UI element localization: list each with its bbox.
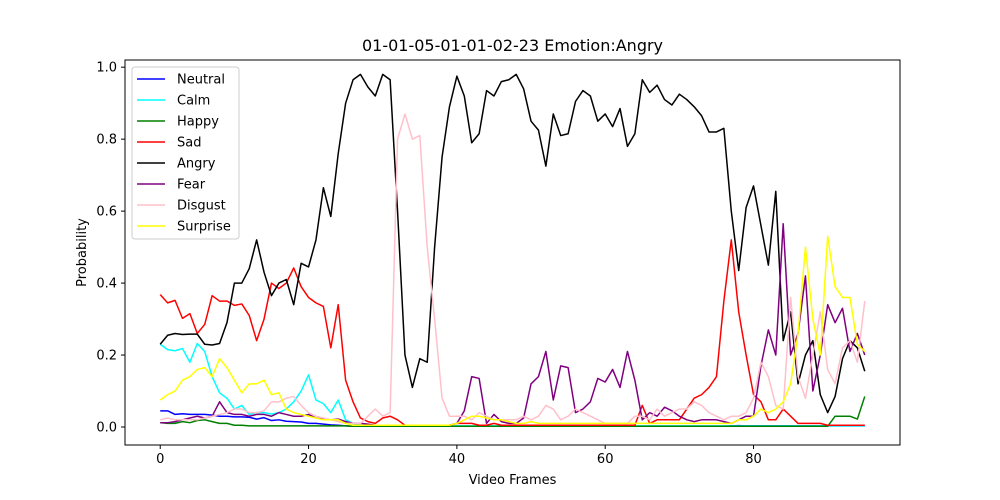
x-tick-label: 0 (156, 452, 164, 467)
y-tick-label: 0.0 (96, 421, 117, 436)
y-tick-label: 0.8 (96, 133, 117, 148)
series-line-happy (160, 396, 866, 428)
legend-label-fear: Fear (177, 178, 206, 193)
plot-series (159, 73, 866, 428)
y-tick-label: 1.0 (96, 61, 117, 76)
legend-label-sad: Sad (177, 136, 201, 151)
series-line-fear (160, 222, 866, 426)
x-tick-label: 80 (745, 452, 762, 467)
legend-label-surprise: Surprise (177, 220, 231, 235)
legend-label-happy: Happy (177, 115, 219, 130)
legend-label-disgust: Disgust (177, 199, 226, 214)
x-tick-label: 60 (597, 452, 614, 467)
series-line-angry (159, 73, 866, 414)
x-tick-label: 20 (300, 452, 317, 467)
y-axis-ticks: 0.0 0.2 0.4 0.6 0.8 1.0 (96, 61, 125, 436)
plot-frame (124, 59, 901, 446)
x-axis-ticks: 0 20 40 60 80 (156, 445, 762, 467)
y-axis-label: Probability (75, 218, 90, 287)
y-tick-label: 0.2 (96, 349, 117, 364)
y-tick-label: 0.6 (96, 205, 117, 220)
legend: Neutral Calm Happy Sad Angry Fear Disgust Surpr… (131, 66, 240, 240)
legend-label-calm: Calm (177, 94, 210, 109)
legend-label-angry: Angry (177, 157, 216, 172)
y-tick-label: 0.4 (96, 277, 117, 292)
chart-title: 01-01-05-01-01-02-23 Emotion:Angry (362, 36, 663, 55)
x-axis-label: Video Frames (469, 473, 557, 488)
legend-label-neutral: Neutral (177, 73, 225, 88)
legend-items: Neutral Calm Happy Sad Angry Fear Disgust Surpr… (137, 73, 231, 235)
legend-box (131, 66, 240, 240)
x-tick-label: 40 (449, 452, 466, 467)
series-line-sad (159, 239, 865, 426)
series-line-surprise (159, 235, 866, 426)
series-line-disgust (160, 113, 866, 425)
